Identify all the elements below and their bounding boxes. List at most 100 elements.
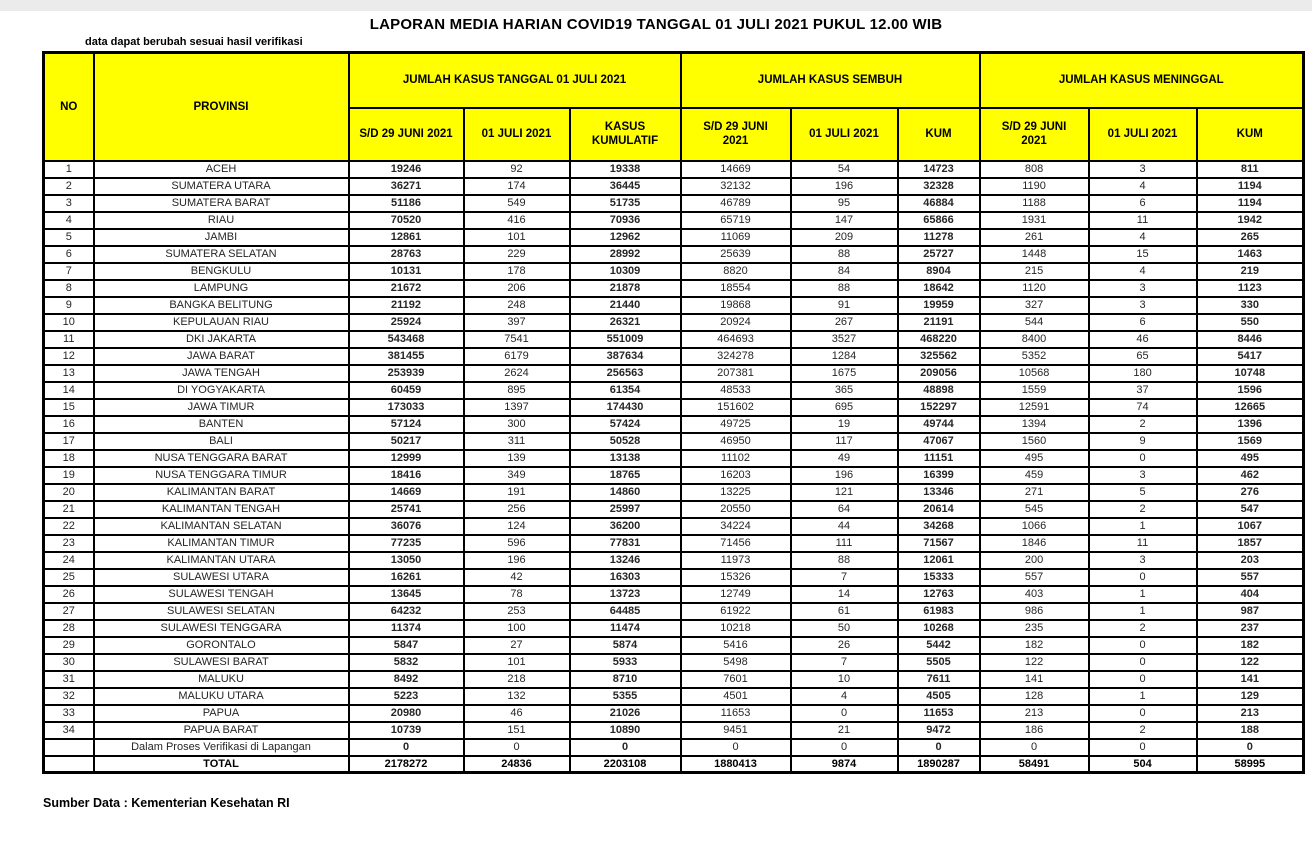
row-number: 18 — [42, 448, 95, 468]
value-cell: 128 — [978, 686, 1090, 706]
value-cell: 10218 — [679, 618, 792, 638]
value-cell: 3 — [1087, 465, 1198, 485]
province-name: SUMATERA BARAT — [92, 193, 350, 213]
province-name: SULAWESI UTARA — [92, 567, 350, 587]
value-cell: 11374 — [347, 618, 465, 638]
value-cell: 324278 — [679, 346, 792, 366]
subheader-meninggal-sd: S/D 29 JUNI 2021 — [978, 106, 1090, 162]
table-row: 24 KALIMANTAN UTARA 13050 196 13246 11973 88 12… — [42, 550, 1305, 570]
row-number: 7 — [42, 261, 95, 281]
value-cell: 27 — [462, 635, 571, 655]
value-cell: 122 — [1195, 652, 1305, 672]
value-cell: 5505 — [896, 652, 981, 672]
value-cell: 111 — [789, 533, 899, 553]
value-cell: 25741 — [347, 499, 465, 519]
value-cell: 61354 — [568, 380, 682, 400]
value-cell: 25727 — [896, 244, 981, 264]
province-name: JAWA TENGAH — [92, 363, 350, 383]
value-cell: 11973 — [679, 550, 792, 570]
value-cell: 42 — [462, 567, 571, 587]
value-cell: 25639 — [679, 244, 792, 264]
value-cell: 0 — [1087, 703, 1198, 723]
value-cell: 10568 — [978, 363, 1090, 383]
table-body: 1 ACEH 19246 92 19338 14669 54 14723 808 3 811 2 SUM… — [42, 159, 1305, 774]
value-cell: 0 — [679, 737, 792, 757]
value-cell: 46 — [462, 703, 571, 723]
value-cell: 5 — [1087, 482, 1198, 502]
value-cell: 16261 — [347, 567, 465, 587]
value-cell: 0 — [1087, 567, 1198, 587]
value-cell: 6 — [1087, 193, 1198, 213]
value-cell: 3 — [1087, 295, 1198, 315]
value-cell: 1194 — [1195, 193, 1305, 213]
value-cell: 1188 — [978, 193, 1090, 213]
value-cell: 70520 — [347, 210, 465, 230]
value-cell: 12999 — [347, 448, 465, 468]
value-cell: 557 — [1195, 567, 1305, 587]
value-cell: 13645 — [347, 584, 465, 604]
value-cell: 46950 — [679, 431, 792, 451]
report-title: LAPORAN MEDIA HARIAN COVID19 TANGGAL 01 … — [369, 16, 943, 33]
row-number: 11 — [42, 329, 95, 349]
table-row: 11 DKI JAKARTA 543468 7541 551009 464693 3527 4… — [42, 329, 1305, 349]
value-cell: 173033 — [347, 397, 465, 417]
value-cell: 0 — [462, 737, 571, 757]
subheader-sembuh-kum: KUM — [896, 106, 981, 162]
value-cell: 349 — [462, 465, 571, 485]
value-cell: 7 — [789, 567, 899, 587]
value-cell: 12591 — [978, 397, 1090, 417]
province-name: DI YOGYAKARTA — [92, 380, 350, 400]
value-cell: 9472 — [896, 720, 981, 740]
value-cell: 5416 — [679, 635, 792, 655]
table-row: 8 LAMPUNG 21672 206 21878 18554 88 18642 1120 3 11… — [42, 278, 1305, 298]
value-cell: 462 — [1195, 465, 1305, 485]
province-name: BALI — [92, 431, 350, 451]
row-number: 9 — [42, 295, 95, 315]
value-cell: 256 — [462, 499, 571, 519]
value-cell: 15326 — [679, 567, 792, 587]
table-row: 9 BANGKA BELITUNG 21192 248 21440 19868 91 1995… — [42, 295, 1305, 315]
row-number: 34 — [42, 720, 95, 740]
value-cell: 4 — [789, 686, 899, 706]
value-cell: 219 — [1195, 261, 1305, 281]
value-cell: 5832 — [347, 652, 465, 672]
province-name: PAPUA — [92, 703, 350, 723]
value-cell: 2 — [1087, 720, 1198, 740]
value-cell: 47067 — [896, 431, 981, 451]
value-cell: 95 — [789, 193, 899, 213]
value-cell: 543468 — [347, 329, 465, 349]
province-name: BENGKULU — [92, 261, 350, 281]
value-cell: 4 — [1087, 227, 1198, 247]
row-number: 3 — [42, 193, 95, 213]
value-cell: 13138 — [568, 448, 682, 468]
value-cell: 495 — [1195, 448, 1305, 468]
value-cell: 300 — [462, 414, 571, 434]
value-cell: 213 — [1195, 703, 1305, 723]
value-cell: 50528 — [568, 431, 682, 451]
value-cell: 0 — [896, 737, 981, 757]
covid-report-table: NO PROVINSI JUMLAH KASUS TANGGAL 01 JULI… — [42, 51, 1306, 774]
value-cell: 12749 — [679, 584, 792, 604]
value-cell: 1066 — [978, 516, 1090, 536]
value-cell: 215 — [978, 261, 1090, 281]
province-name: NUSA TENGGARA BARAT — [92, 448, 350, 468]
table-row: 23 KALIMANTAN TIMUR 77235 596 77831 71456 111 7… — [42, 533, 1305, 553]
table-row: 2 SUMATERA UTARA 36271 174 36445 32132 196 3232… — [42, 176, 1305, 196]
row-number: 14 — [42, 380, 95, 400]
value-cell: 101 — [462, 652, 571, 672]
value-cell: 26 — [789, 635, 899, 655]
value-cell: 229 — [462, 244, 571, 264]
table-row: 25 SULAWESI UTARA 16261 42 16303 15326 7 15333 5… — [42, 567, 1305, 587]
value-cell: 44 — [789, 516, 899, 536]
value-cell: 0 — [1087, 669, 1198, 689]
value-cell: 48533 — [679, 380, 792, 400]
value-cell: 1942 — [1195, 210, 1305, 230]
value-cell: 57124 — [347, 414, 465, 434]
value-cell: 248 — [462, 295, 571, 315]
province-name: PAPUA BARAT — [92, 720, 350, 740]
value-cell: 203 — [1195, 550, 1305, 570]
value-cell: 65719 — [679, 210, 792, 230]
source-credit: Sumber Data : Kementerian Kesehatan RI — [43, 796, 290, 810]
value-cell: 1 — [1087, 601, 1198, 621]
value-cell: 545 — [978, 499, 1090, 519]
